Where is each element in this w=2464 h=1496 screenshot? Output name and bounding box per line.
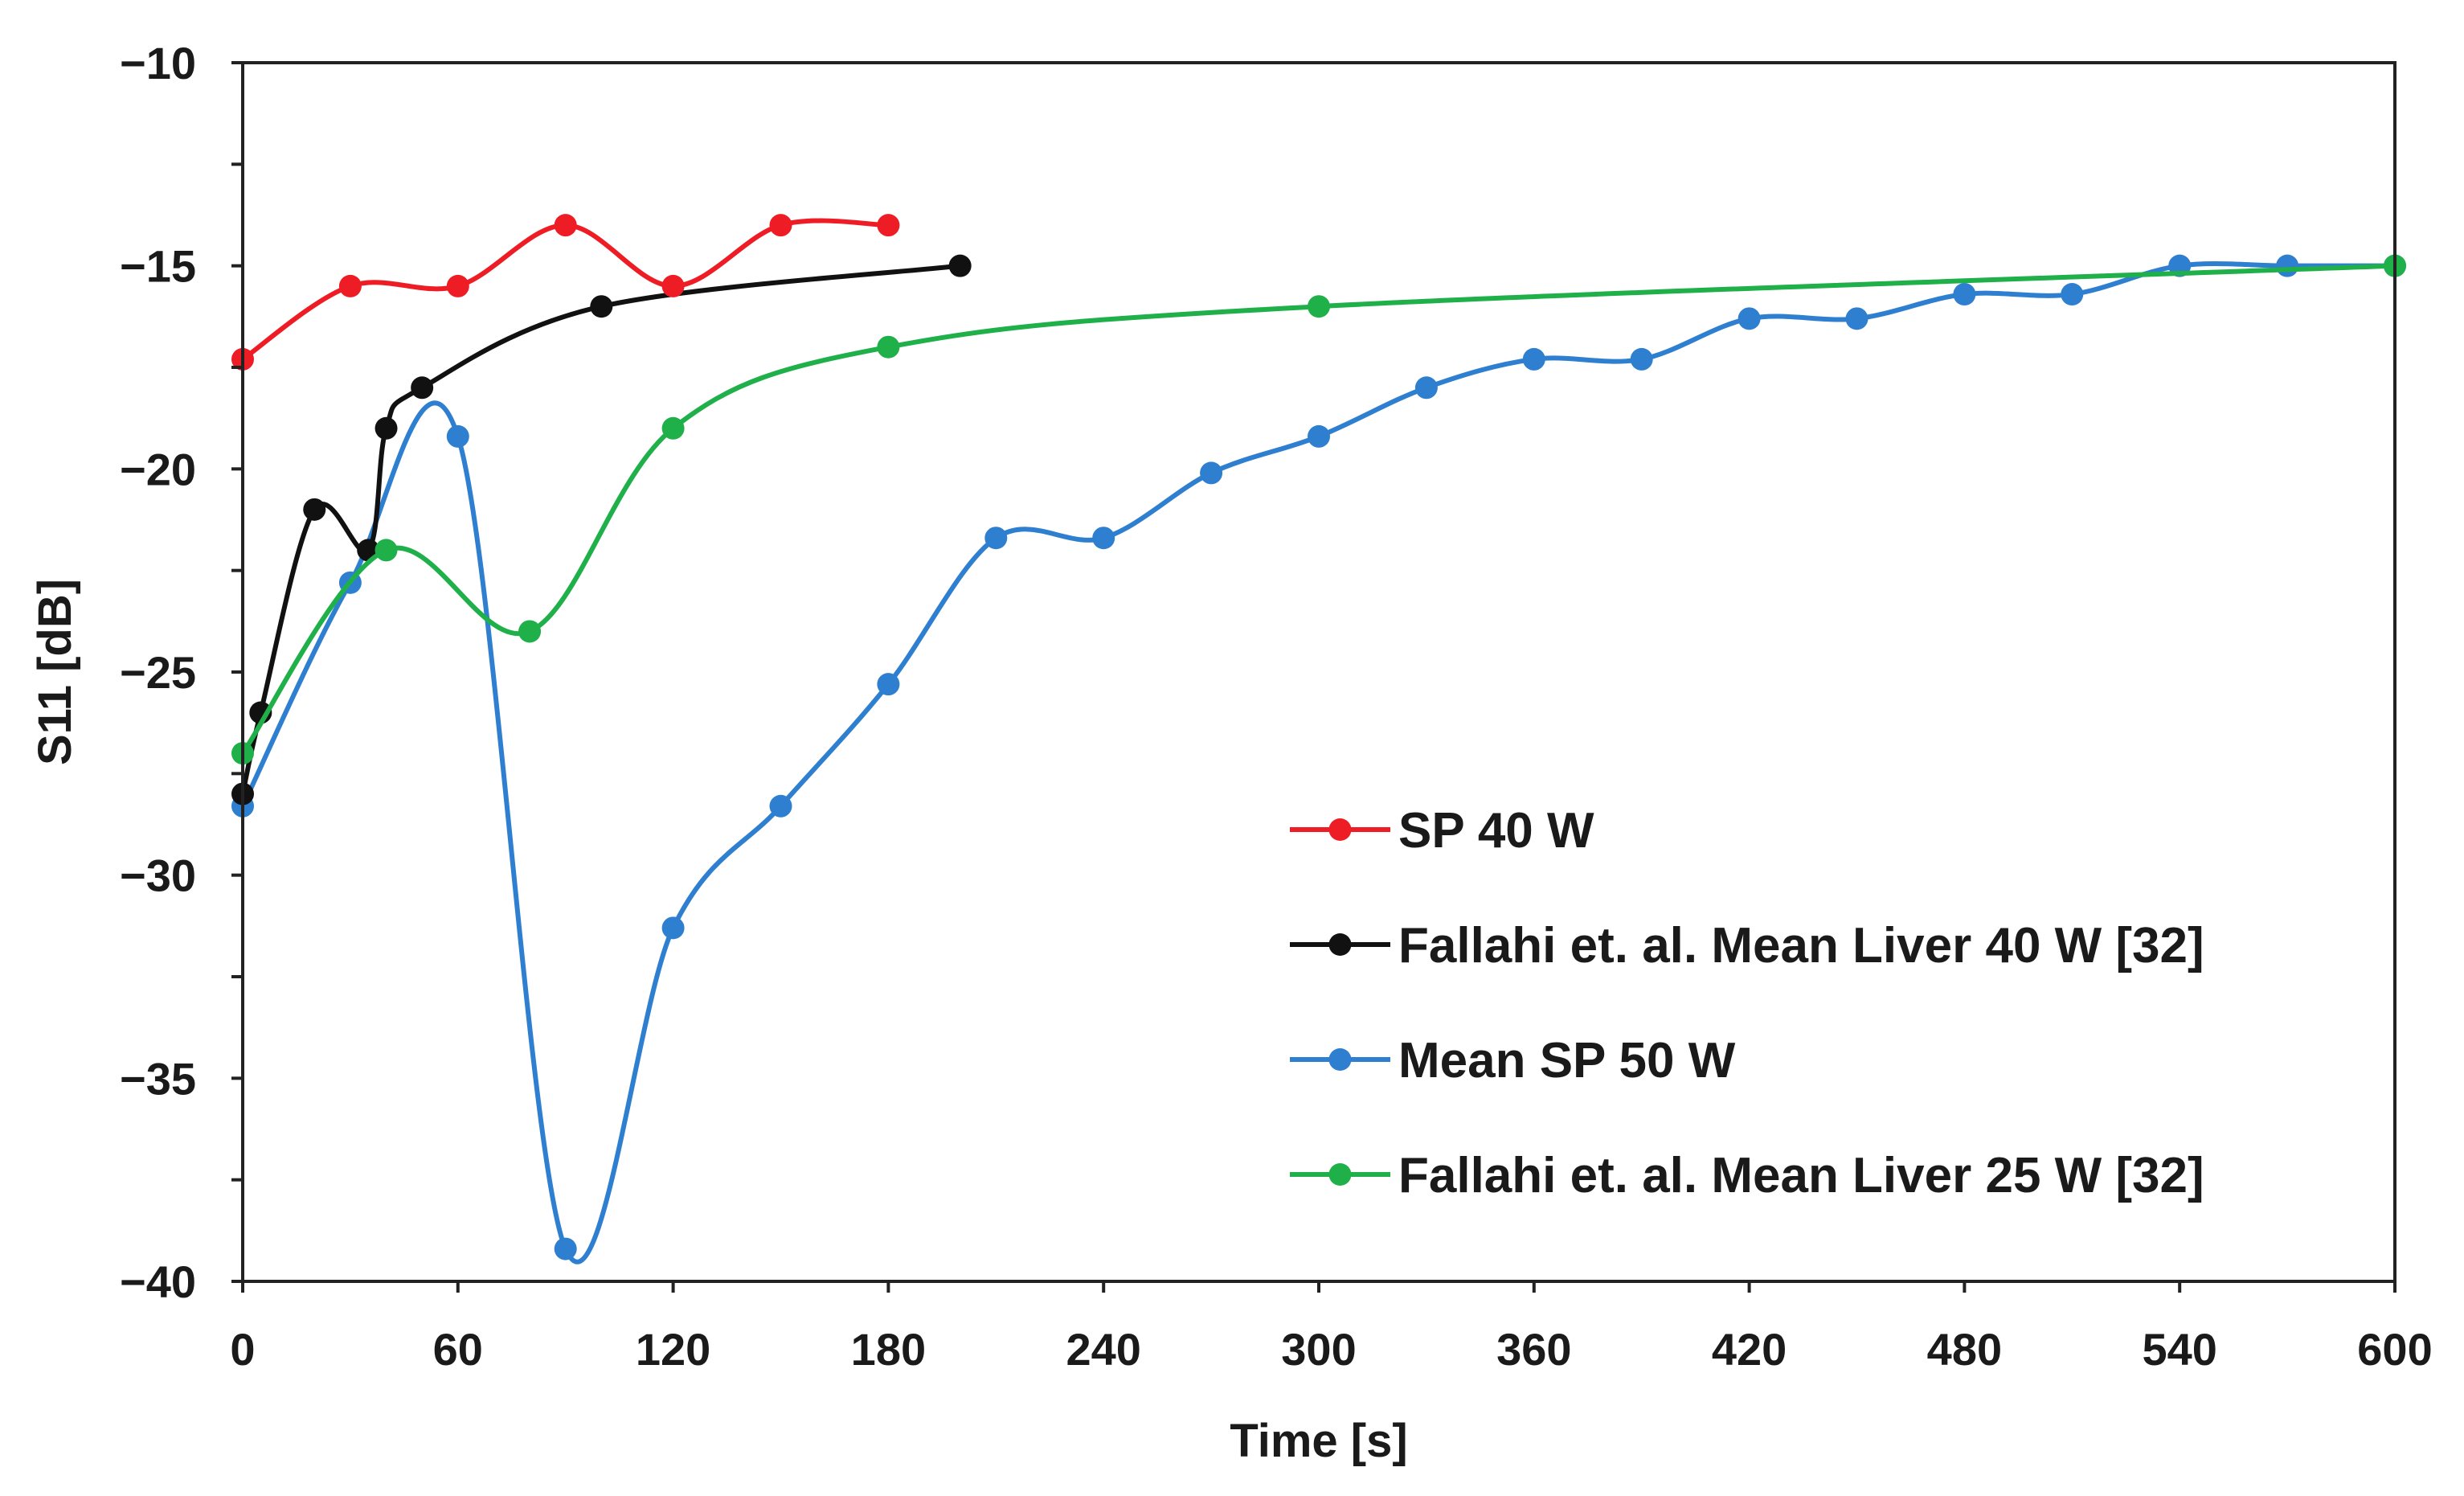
legend: SP 40 W Fallahi et. al. Mean Liver 40 W [… bbox=[1290, 803, 2204, 1203]
y-tick-label: −10 bbox=[120, 38, 196, 88]
data-point bbox=[877, 335, 900, 359]
legend-swatch-marker bbox=[1328, 818, 1352, 841]
legend-label: SP 40 W bbox=[1398, 803, 1594, 859]
x-tick-label: 120 bbox=[636, 1324, 710, 1375]
data-point bbox=[1308, 295, 1330, 318]
y-axis-title: S11 [dB] bbox=[29, 579, 81, 765]
legend-item: Mean SP 50 W bbox=[1290, 1033, 1736, 1088]
data-point bbox=[661, 416, 685, 440]
x-tick-label: 600 bbox=[2357, 1324, 2432, 1375]
x-tick-label: 420 bbox=[1712, 1324, 1787, 1375]
data-point bbox=[375, 416, 398, 440]
data-point bbox=[769, 794, 792, 818]
data-point bbox=[1737, 307, 1761, 330]
series-layer bbox=[231, 214, 2406, 1264]
legend-item: SP 40 W bbox=[1290, 803, 1594, 859]
x-tick-label: 240 bbox=[1066, 1324, 1140, 1375]
series-1 bbox=[231, 254, 972, 805]
y-tick-label: −35 bbox=[120, 1053, 196, 1104]
data-point bbox=[1414, 376, 1438, 400]
data-point bbox=[446, 424, 469, 448]
legend-label: Fallahi et. al. Mean Liver 40 W [32] bbox=[1398, 918, 2204, 973]
data-point bbox=[1092, 527, 1115, 550]
y-tick-label: −15 bbox=[120, 241, 196, 292]
x-tick-label: 180 bbox=[851, 1324, 926, 1375]
x-tick-label: 480 bbox=[1927, 1324, 2002, 1375]
axes-layer: 0 60 120 180 240 300 360 420 480 540 600 −10 −15 −20 −… bbox=[120, 38, 2433, 1375]
data-point bbox=[1630, 347, 1653, 371]
legend-label: Mean SP 50 W bbox=[1398, 1033, 1736, 1088]
x-tick-label: 540 bbox=[2142, 1324, 2216, 1375]
data-point bbox=[1200, 461, 1223, 485]
data-point bbox=[984, 527, 1008, 550]
x-tick-label: 60 bbox=[433, 1324, 483, 1375]
legend-item: Fallahi et. al. Mean Liver 25 W [32] bbox=[1290, 1148, 2204, 1203]
data-point bbox=[661, 274, 685, 297]
series-3 bbox=[231, 254, 2406, 765]
legend-swatch-marker bbox=[1328, 933, 1352, 956]
y-tick-label: −25 bbox=[120, 647, 196, 698]
y-tick-label: −40 bbox=[120, 1256, 196, 1307]
data-point bbox=[877, 214, 900, 237]
data-point bbox=[411, 376, 434, 400]
data-point bbox=[554, 1237, 577, 1260]
series-line bbox=[240, 263, 961, 795]
legend-swatch-marker bbox=[1328, 1163, 1352, 1186]
data-point bbox=[375, 539, 398, 562]
x-tick-label: 0 bbox=[230, 1324, 255, 1375]
data-point bbox=[661, 916, 685, 940]
series-2 bbox=[231, 254, 2406, 1264]
data-point bbox=[877, 673, 900, 696]
data-point bbox=[554, 214, 577, 237]
data-point bbox=[1953, 283, 1976, 306]
data-point bbox=[2276, 254, 2299, 277]
data-point bbox=[303, 498, 326, 521]
data-point bbox=[338, 274, 362, 297]
legend-label: Fallahi et. al. Mean Liver 25 W [32] bbox=[1398, 1148, 2204, 1203]
y-tick-label: −20 bbox=[120, 444, 196, 494]
data-point bbox=[769, 214, 792, 237]
data-point bbox=[1845, 307, 1868, 330]
x-tick-label: 360 bbox=[1496, 1324, 1571, 1375]
data-point bbox=[948, 254, 972, 277]
data-point bbox=[518, 620, 542, 643]
legend-item: Fallahi et. al. Mean Liver 40 W [32] bbox=[1290, 918, 2204, 973]
data-point bbox=[590, 295, 613, 318]
data-point bbox=[2061, 283, 2084, 306]
series-line bbox=[240, 263, 2396, 755]
y-tick-label: −30 bbox=[120, 850, 196, 901]
x-axis-title: Time [s] bbox=[1230, 1415, 1407, 1467]
data-point bbox=[1308, 424, 1330, 448]
data-point bbox=[446, 274, 469, 297]
legend-swatch-marker bbox=[1328, 1048, 1352, 1071]
x-tick-label: 300 bbox=[1281, 1324, 1356, 1375]
data-point bbox=[1522, 347, 1545, 371]
